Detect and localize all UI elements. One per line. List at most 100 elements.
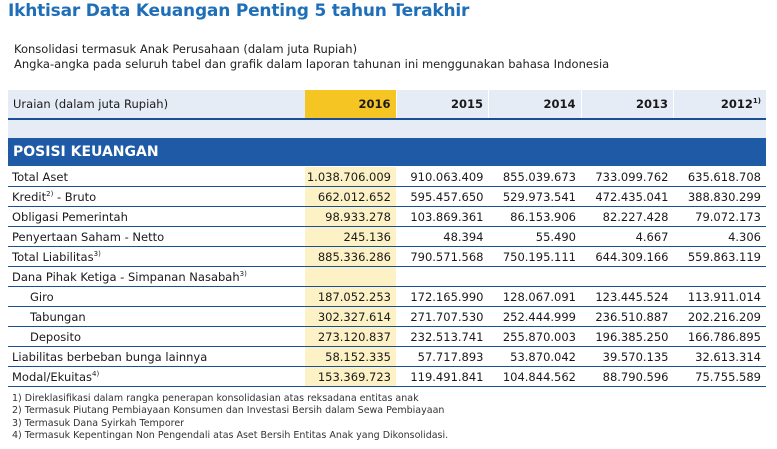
cell-value-2016: 153.369.723	[305, 366, 396, 387]
cell-value-2015: 48.394	[396, 226, 489, 247]
cell-value-2016: 98.933.278	[305, 206, 396, 227]
cell-value-2014: 128.067.091	[488, 286, 581, 307]
cell-value-2016: 885.336.286	[305, 246, 396, 267]
row-label: Dana Pihak Ketiga - Simpanan Nasabah3)	[8, 266, 305, 287]
cell-value-2012: 166.786.895	[673, 326, 766, 347]
cell-value-2015: 172.165.990	[396, 286, 489, 307]
cell-value-2012: 635.618.708	[673, 166, 766, 187]
cell-value-2016	[305, 266, 396, 287]
cell-value-2013: 82.227.428	[581, 206, 674, 227]
table-row: Obligasi Pemerintah 98.933.278 103.869.361…	[8, 206, 766, 227]
cell-value-2013: 733.099.762	[581, 166, 674, 187]
cell-value-2016: 302.327.614	[305, 306, 396, 327]
subtitle-consolidation: Konsolidasi termasuk Anak Perusahaan (da…	[14, 42, 358, 56]
row-label-note: 3)	[93, 249, 101, 258]
row-label: Kredit2) - Bruto	[8, 186, 305, 207]
row-label: Obligasi Pemerintah	[8, 206, 305, 227]
section-header-row: POSISI KEUANGAN	[8, 138, 766, 167]
cell-value-2012	[673, 266, 766, 287]
cell-value-2015: 910.063.409	[396, 166, 489, 187]
table-row: Giro 187.052.253 172.165.990 128.067.091 123…	[8, 286, 766, 307]
cell-value-2014: 855.039.673	[488, 166, 581, 187]
row-label-text: Giro	[30, 289, 54, 304]
cell-value-2012: 75.755.589	[673, 366, 766, 387]
cell-value-2012: 388.830.299	[673, 186, 766, 207]
cell-value-2015	[396, 266, 489, 287]
header-year-2015: 2015	[395, 89, 489, 120]
row-label: Total Aset	[8, 166, 305, 187]
cell-value-2012: 79.072.173	[673, 206, 766, 227]
row-label-text: Liabilitas berbeban bunga lainnya	[12, 349, 208, 364]
cell-value-2014: 86.153.906	[488, 206, 581, 227]
cell-value-2013: 4.667	[581, 226, 674, 247]
cell-value-2015: 119.491.841	[396, 366, 489, 387]
cell-value-2014	[488, 266, 581, 287]
footnote-4: 4) Termasuk Kepentingan Non Pengendali a…	[12, 429, 449, 441]
table-row: Kredit2) - Bruto 662.012.652 595.457.650 52…	[8, 186, 766, 207]
cell-value-2014: 255.870.003	[488, 326, 581, 347]
row-label-text: Obligasi Pemerintah	[12, 209, 128, 224]
table-row: Total Aset 1.038.706.009 910.063.409 855.03…	[8, 166, 766, 187]
row-label: Tabungan	[8, 306, 305, 327]
cell-value-2013: 644.309.166	[581, 246, 674, 267]
cell-value-2015: 595.457.650	[396, 186, 489, 207]
footnote-2: 2) Termasuk Piutang Pembiayaan Konsumen …	[12, 405, 445, 417]
row-label-text: Dana Pihak Ketiga - Simpanan Nasabah	[12, 269, 240, 284]
cell-value-2013: 39.570.135	[581, 346, 674, 367]
row-label: Deposito	[8, 326, 305, 347]
row-label: Penyertaan Saham - Netto	[8, 226, 305, 247]
cell-value-2016: 273.120.837	[305, 326, 396, 347]
cell-value-2015: 271.707.530	[396, 306, 489, 327]
cell-value-2014: 53.870.042	[488, 346, 581, 367]
cell-value-2015: 232.513.741	[396, 326, 489, 347]
cell-value-2015: 103.869.361	[396, 206, 489, 227]
cell-value-2013: 88.790.596	[581, 366, 674, 387]
cell-value-2012: 113.911.014	[673, 286, 766, 307]
cell-value-2013: 196.385.250	[581, 326, 674, 347]
cell-value-2012: 4.306	[673, 226, 766, 247]
row-label: Liabilitas berbeban bunga lainnya	[8, 346, 305, 367]
row-label: Total Liabilitas3)	[8, 246, 305, 267]
row-label-text: Total Aset	[12, 169, 68, 184]
table-row: Modal/Ekuitas4) 153.369.723 119.491.841 104…	[8, 366, 766, 387]
header-year-2012-text: 2012	[720, 97, 753, 111]
cell-value-2014: 55.490	[488, 226, 581, 247]
financial-summary-table: Uraian (dalam juta Rupiah) 2016 2015 201…	[8, 89, 766, 387]
cell-value-2016: 1.038.706.009	[305, 166, 396, 187]
subtitle-language: Angka-angka pada seluruh tabel dan grafi…	[14, 57, 610, 71]
table-row: Liabilitas berbeban bunga lainnya 58.152.…	[8, 346, 766, 367]
cell-value-2013: 472.435.041	[581, 186, 674, 207]
row-label-suffix: - Bruto	[53, 189, 97, 204]
cell-value-2016: 187.052.253	[305, 286, 396, 307]
cell-value-2015: 790.571.568	[396, 246, 489, 267]
table-header-row: Uraian (dalam juta Rupiah) 2016 2015 201…	[8, 89, 766, 120]
header-year-2013: 2013	[580, 89, 674, 120]
section-title: POSISI KEUANGAN	[8, 138, 766, 167]
cell-value-2013: 236.510.887	[581, 306, 674, 327]
cell-value-2012: 202.216.209	[673, 306, 766, 327]
footnote-1: 1) Direklasifikasi dalam rangka penerapa…	[12, 393, 419, 404]
cell-value-2014: 252.444.999	[488, 306, 581, 327]
table-row: Tabungan 302.327.614 271.707.530 252.444.99…	[8, 306, 766, 327]
header-year-2012-note: 1)	[752, 97, 761, 106]
row-label-text: Deposito	[30, 329, 81, 344]
cell-value-2012: 559.863.119	[673, 246, 766, 267]
row-label-text: Kredit	[12, 189, 47, 204]
table-row: Dana Pihak Ketiga - Simpanan Nasabah3)	[8, 266, 766, 287]
row-label-text: Total Liabilitas	[12, 249, 94, 264]
cell-value-2014: 529.973.541	[488, 186, 581, 207]
table-row: Total Liabilitas3) 885.336.286 790.571.568…	[8, 246, 766, 267]
footnote-3: 3) Termasuk Dana Syirkah Temporer	[12, 417, 185, 429]
row-label-note: 3)	[239, 269, 247, 278]
table-row: Deposito 273.120.837 232.513.741 255.870.00…	[8, 326, 766, 347]
header-label: Uraian (dalam juta Rupiah)	[8, 89, 305, 120]
row-label: Giro	[8, 286, 305, 307]
cell-value-2016: 245.136	[305, 226, 396, 247]
row-label-note: 2)	[46, 189, 54, 198]
cell-value-2015: 57.717.893	[396, 346, 489, 367]
row-label: Modal/Ekuitas4)	[8, 366, 305, 387]
header-year-2016: 2016	[305, 89, 396, 120]
cell-value-2014: 750.195.111	[488, 246, 581, 267]
table-row: Penyertaan Saham - Netto 245.136 48.394 55.…	[8, 226, 766, 247]
row-label-text: Tabungan	[30, 309, 86, 324]
